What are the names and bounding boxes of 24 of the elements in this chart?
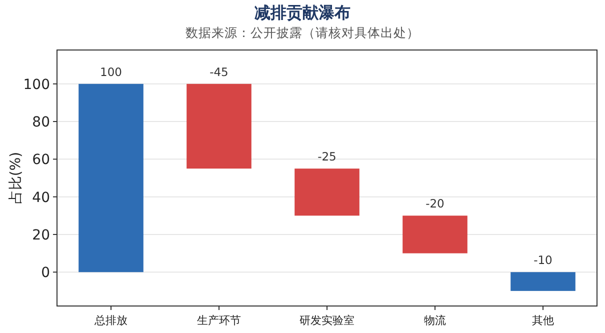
data-label: -25 [318,150,336,164]
chart-title: 减排贡献瀑布 [254,3,350,22]
bar [186,84,252,169]
x-tick-label: 其他 [532,314,554,327]
bar [294,168,360,216]
bar [78,84,144,272]
x-tick-label: 生产环节 [197,314,241,327]
y-axis-title: 占比(%) [8,152,24,204]
x-tick-label: 总排放 [94,314,128,327]
y-tick-label: 80 [32,114,50,131]
data-label: 100 [100,64,122,79]
y-tick-label: 20 [32,227,50,244]
data-label: -45 [210,64,228,79]
x-tick-label: 物流 [424,314,446,327]
bar [402,216,468,254]
y-tick-label: 60 [32,152,50,168]
y-tick-label: 100 [23,76,50,93]
data-label: -10 [534,253,552,268]
chart-subtitle: 数据来源：公开披露（请核对具体出处） [186,25,420,40]
y-tick-label: 40 [32,190,50,206]
data-label: -20 [426,196,444,211]
x-tick-label: 研发实验室 [300,314,354,327]
bar [510,272,576,291]
y-tick-label: 0 [41,265,50,282]
